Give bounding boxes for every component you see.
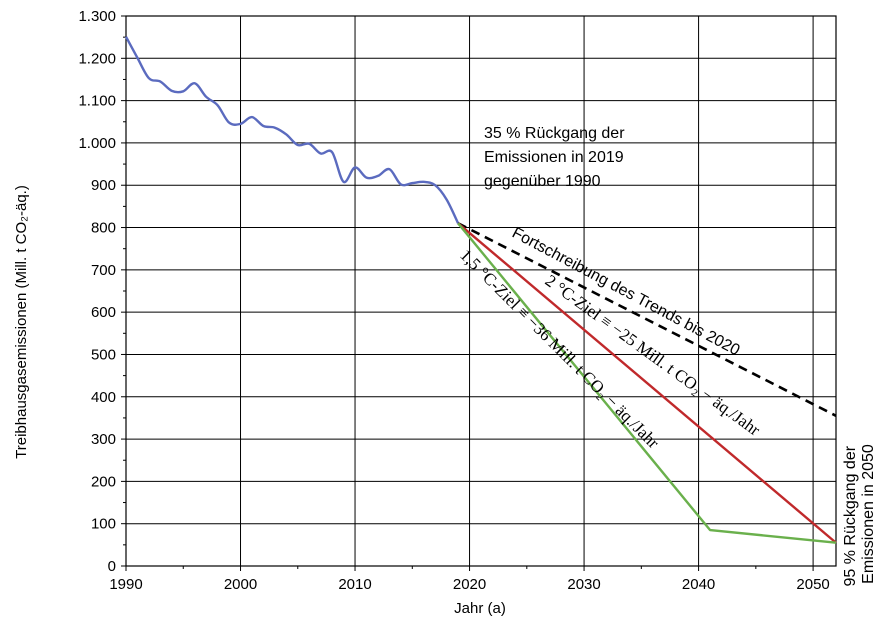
y-axis-label: Treibhausgasemissionen (Mill. t CO₂-äq.): [13, 185, 30, 459]
y-tick-label: 1.200: [78, 50, 116, 67]
x-tick-label: 1990: [109, 576, 142, 593]
y-tick-label: 200: [91, 473, 116, 490]
grid: [125, 15, 836, 567]
series-lines: [124, 36, 837, 544]
decline-2050-line-1: 95 % Rückgang der: [842, 445, 859, 586]
x-tick-label: 2050: [796, 576, 829, 593]
y-tick-label: 900: [91, 177, 116, 194]
series-line-one-five-degree: [457, 222, 837, 544]
decline-2019-line-1: 35 % Rückgang der: [484, 125, 625, 142]
y-tick-label: 500: [91, 346, 116, 363]
y-tick-label: 400: [91, 389, 116, 406]
series-line-trend: [457, 222, 837, 417]
x-axis-ticks: 1990 2000 2010 2020 2030 2040 2050: [109, 576, 829, 593]
axes: [121, 15, 837, 571]
decline-2019-line-2: Emissionen in 2019: [484, 149, 624, 166]
y-tick-label: 1.300: [78, 8, 116, 25]
decline-2019-annotation: 35 % Rückgang der Emissionen in 2019 geg…: [484, 125, 629, 190]
plot-frame: [125, 15, 837, 567]
y-tick-label: 1.000: [78, 135, 116, 152]
x-axis-label: Jahr (a): [454, 600, 506, 617]
x-tick-label: 2030: [567, 576, 600, 593]
x-tick-label: 2010: [338, 576, 371, 593]
x-tick-label: 2000: [224, 576, 257, 593]
decline-2050-line-2: Emissionen in 2050: [860, 444, 877, 584]
x-tick-label: 2040: [682, 576, 715, 593]
decline-2050-annotation: 95 % Rückgang der Emissionen in 2050: [842, 442, 877, 587]
x-tick-label: 2020: [453, 576, 486, 593]
y-tick-label: 800: [91, 220, 116, 237]
y-tick-label: 1.100: [78, 93, 116, 110]
y-tick-label: 300: [91, 431, 116, 448]
y-tick-label: 700: [91, 262, 116, 279]
y-tick-label: 0: [108, 558, 116, 575]
decline-2019-line-3: gegenüber 1990: [484, 173, 601, 190]
y-tick-label: 600: [91, 304, 116, 321]
series-line-two-degree: [457, 222, 837, 544]
series-line-historical: [124, 36, 460, 224]
y-axis-ticks: 0 100 200 300 400 500 600 700 800 900 1.000 1.100 1.…: [78, 8, 116, 575]
y-tick-label: 100: [91, 516, 116, 533]
